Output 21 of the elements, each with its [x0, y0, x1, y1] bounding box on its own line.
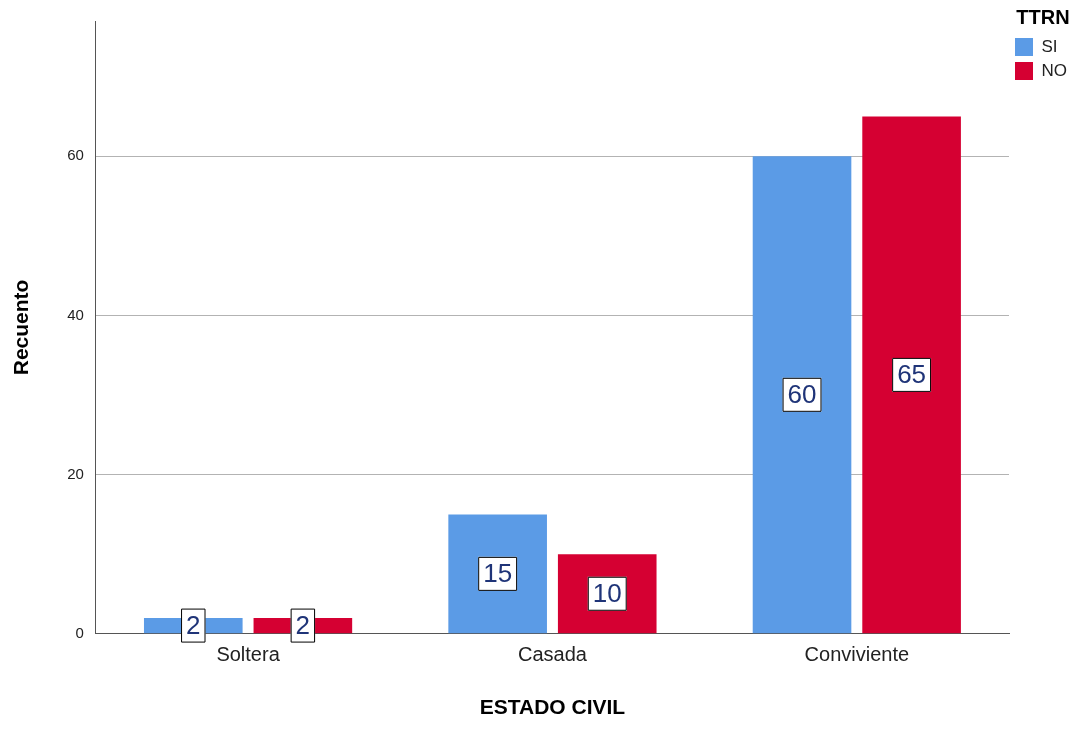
bar [448, 514, 547, 634]
legend-label: NO [1041, 60, 1067, 80]
x-tick-label: Soltera [216, 643, 281, 666]
y-tick-label: 40 [67, 305, 84, 323]
legend-label: SI [1041, 36, 1058, 56]
x-axis-title: ESTADO CIVIL [479, 695, 626, 719]
data-label: 60 [787, 378, 817, 409]
bar [752, 156, 852, 634]
legend-title: TTRN [1016, 5, 1070, 28]
data-label: 65 [897, 359, 927, 390]
y-tick-label: 60 [67, 146, 84, 164]
y-tick-label: 20 [67, 464, 84, 482]
data-label: 10 [592, 577, 622, 608]
x-tick-label: Conviviente [804, 643, 910, 666]
data-label: 2 [295, 609, 311, 640]
data-label: 15 [483, 558, 513, 589]
y-tick-label: 0 [75, 623, 84, 641]
data-label: 2 [186, 609, 201, 640]
x-tick-label: Casada [517, 643, 588, 666]
bar [862, 116, 961, 634]
y-axis-title: Recuento [9, 279, 33, 376]
